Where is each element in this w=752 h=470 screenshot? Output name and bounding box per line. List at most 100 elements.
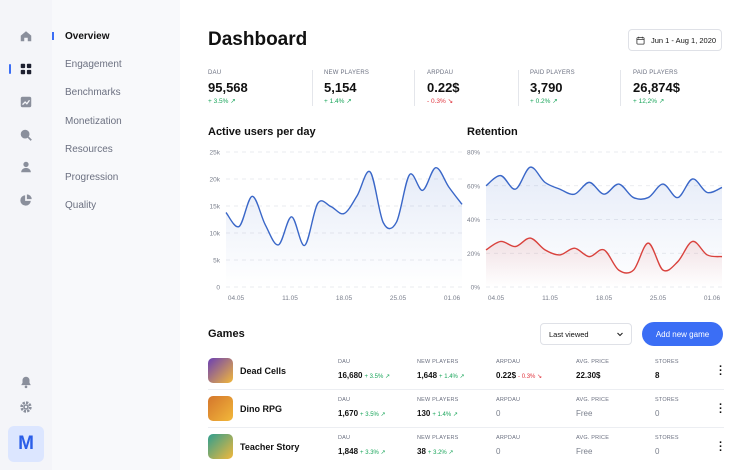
- grid-icon[interactable]: [18, 61, 34, 77]
- game-thumbnail: [208, 396, 233, 421]
- metric-value: 8: [655, 371, 660, 380]
- game-row[interactable]: Teacher Story DAU 1,848 + 3.3% ↗ NEW PLAYERS…: [208, 430, 724, 468]
- x-tick-label: 18.05: [336, 295, 353, 302]
- game-metric: DAU 1,848 + 3.3% ↗: [338, 435, 386, 456]
- subnav-item-monetization[interactable]: Monetization: [65, 116, 122, 127]
- kpi-change: - 0.3% ↘: [427, 98, 454, 105]
- arrow-up-icon: ↗: [451, 412, 458, 418]
- kpi-value: 95,568: [208, 80, 248, 95]
- subnav-item-progression[interactable]: Progression: [65, 172, 119, 183]
- more-options-icon[interactable]: · · ·: [719, 361, 723, 381]
- metric-value: 16,680 + 3.5% ↗: [338, 371, 391, 380]
- subnav-item-engagement[interactable]: Engagement: [65, 59, 122, 70]
- metric-label: NEW PLAYERS: [417, 397, 459, 403]
- game-metric: AVG. PRICE Free: [576, 435, 609, 456]
- x-tick-label: 25.05: [650, 295, 667, 302]
- y-tick-label: 10k: [210, 231, 221, 238]
- game-row[interactable]: Dino RPG DAU 1,670 + 3.5% ↗ NEW PLAYERS 130 + …: [208, 392, 724, 430]
- game-metric: STORES 8: [655, 359, 679, 380]
- gear-icon[interactable]: [18, 399, 34, 415]
- series-line: [485, 166, 723, 200]
- game-metric: NEW PLAYERS 130 + 1.4% ↗: [417, 397, 459, 418]
- game-metric: AVG. PRICE Free: [576, 397, 609, 418]
- x-tick-label: 01.06: [444, 295, 461, 302]
- date-range-button[interactable]: Jun 1 - Aug 1, 2020: [628, 29, 722, 51]
- kpi-dau: DAU 95,568 + 3.5% ↗: [208, 70, 308, 105]
- arrow-up-icon: ↗: [378, 412, 386, 418]
- kpi-divider: [414, 70, 415, 106]
- game-metric: ARPDAU 0: [496, 397, 520, 418]
- metric-change: + 3.2% ↗: [427, 450, 454, 456]
- game-metric: DAU 1,670 + 3.5% ↗: [338, 397, 386, 418]
- row-divider: [208, 389, 724, 390]
- metric-value: 1,648 + 1.4% ↗: [417, 371, 465, 380]
- subnav-item-resources[interactable]: Resources: [65, 144, 113, 155]
- kpi-label: PAID PLAYERS: [530, 70, 575, 76]
- kpi-label: DAU: [208, 70, 222, 76]
- x-tick-label: 01.06: [704, 295, 721, 302]
- y-tick-label: 5k: [213, 258, 221, 265]
- kpi-value: 3,790: [530, 80, 563, 95]
- metric-change: + 3.3% ↗: [360, 450, 386, 456]
- game-metric: NEW PLAYERS 1,648 + 1.4% ↗: [417, 359, 465, 380]
- game-metric: STORES 0: [655, 435, 679, 456]
- metric-value: 1,848 + 3.3% ↗: [338, 447, 386, 456]
- subnav-active-indicator: [52, 32, 54, 40]
- metric-change: + 1.4% ↗: [432, 412, 458, 418]
- metric-label: ARPDAU: [496, 359, 521, 365]
- metric-value: 22.30$: [576, 371, 601, 380]
- metric-value: 0.22$ - 0.3% ↘: [496, 371, 543, 380]
- metric-label: STORES: [655, 435, 679, 441]
- game-metric: AVG. PRICE 22.30$: [576, 359, 609, 380]
- more-options-icon[interactable]: · · ·: [719, 437, 723, 457]
- arrow-up-icon: ↗: [552, 98, 558, 105]
- game-thumbnail: [208, 358, 233, 383]
- metric-value: 38 + 3.2% ↗: [417, 447, 454, 456]
- arrow-up-icon: ↗: [457, 374, 465, 380]
- kpi-label: PAID PLAYERS: [633, 70, 678, 76]
- user-icon[interactable]: [18, 159, 34, 175]
- game-row[interactable]: Dead Cells DAU 16,680 + 3.5% ↗ NEW PLAYERS 1,…: [208, 354, 724, 392]
- home-icon[interactable]: [18, 28, 34, 44]
- metric-label: AVG. PRICE: [576, 397, 610, 403]
- metric-change: + 1.4% ↗: [439, 374, 465, 380]
- kpi-divider: [620, 70, 621, 106]
- kpi-divider: [312, 70, 313, 106]
- row-divider: [208, 427, 724, 428]
- subnav-item-overview[interactable]: Overview: [65, 31, 110, 42]
- x-tick-label: 04.05: [488, 295, 505, 302]
- pie-icon[interactable]: [18, 192, 34, 208]
- metric-label: STORES: [655, 397, 679, 403]
- metric-change: + 3.5% ↗: [364, 374, 391, 380]
- avatar[interactable]: M: [8, 426, 44, 462]
- arrow-up-icon: ↗: [230, 98, 236, 105]
- bell-icon[interactable]: [18, 374, 34, 390]
- x-tick-label: 11.05: [542, 295, 558, 302]
- game-name[interactable]: Teacher Story: [240, 442, 300, 452]
- game-name[interactable]: Dino RPG: [240, 404, 282, 414]
- metric-value: 0: [496, 447, 501, 456]
- search-icon[interactable]: [18, 127, 34, 143]
- retention-chart: 0% 20% 40% 60% 80% 04.05 11.05 18.05 25.05 01.06: [467, 150, 723, 302]
- game-name[interactable]: Dead Cells: [240, 366, 287, 376]
- metric-label: ARPDAU: [496, 435, 521, 441]
- series-line: [485, 237, 723, 274]
- chart-icon[interactable]: [18, 94, 34, 110]
- game-thumbnail: [208, 434, 233, 459]
- sort-select[interactable]: Last viewed: [540, 323, 632, 345]
- kpi-value: 5,154: [324, 80, 357, 95]
- more-options-icon[interactable]: · · ·: [719, 399, 723, 419]
- subnav-item-quality[interactable]: Quality: [65, 200, 97, 211]
- kpi-value: 0.22$: [427, 80, 460, 95]
- sort-select-value: Last viewed: [549, 329, 589, 339]
- metric-value: 130 + 1.4% ↗: [417, 409, 458, 418]
- chevron-down-icon: [617, 332, 623, 337]
- game-metric: ARPDAU 0: [496, 435, 520, 456]
- add-new-game-button[interactable]: Add new game: [642, 322, 723, 346]
- arrow-up-icon: ↗: [383, 374, 391, 380]
- metric-value: 0: [496, 409, 501, 418]
- x-tick-label: 11.05: [282, 295, 298, 302]
- x-tick-label: 18.05: [596, 295, 613, 302]
- subnav-item-benchmarks[interactable]: Benchmarks: [65, 87, 121, 98]
